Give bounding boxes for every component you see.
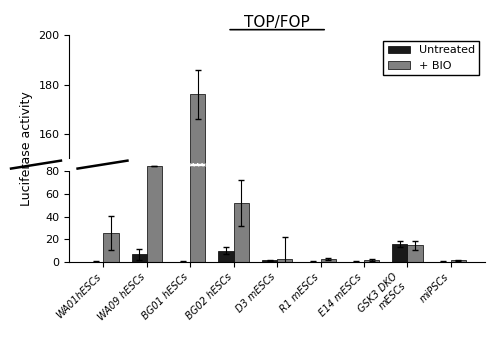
Legend: Untreated, + BIO: Untreated, + BIO bbox=[384, 41, 480, 75]
Bar bbox=[132, 254, 147, 262]
Bar bbox=[190, 163, 206, 166]
Title: TOP/FOP: TOP/FOP bbox=[244, 15, 310, 30]
Bar bbox=[364, 260, 379, 262]
Bar bbox=[392, 244, 407, 262]
Bar bbox=[262, 260, 277, 262]
Bar bbox=[320, 259, 336, 262]
Bar bbox=[218, 251, 234, 262]
Bar bbox=[277, 259, 292, 262]
Bar bbox=[408, 245, 422, 262]
Bar bbox=[104, 233, 118, 262]
Bar bbox=[451, 260, 466, 262]
Bar bbox=[234, 203, 249, 262]
Bar bbox=[190, 95, 206, 262]
Bar bbox=[147, 166, 162, 262]
Bar bbox=[190, 163, 206, 166]
Y-axis label: Luciferase activity: Luciferase activity bbox=[20, 91, 33, 206]
